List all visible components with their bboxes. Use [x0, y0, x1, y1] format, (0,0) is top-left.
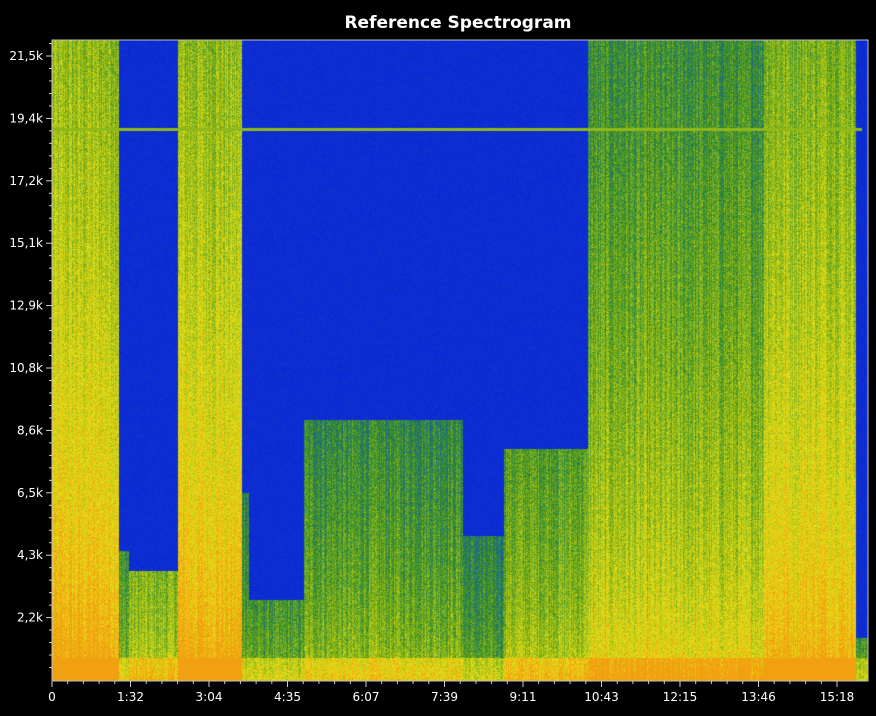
- x-tick-label: 6:07: [353, 690, 380, 704]
- y-tick-label: 2,2k: [17, 611, 43, 625]
- chart-title: Reference Spectrogram: [344, 13, 571, 33]
- x-tick-label: 1:32: [117, 690, 144, 704]
- x-tick-label: 10:43: [584, 690, 619, 704]
- y-tick-label: 21,5k: [9, 49, 43, 63]
- x-tick-label: 13:46: [741, 690, 776, 704]
- x-tick-label: 12:15: [663, 690, 698, 704]
- y-tick-label: 19,4k: [9, 111, 43, 125]
- y-tick-label: 8,6k: [17, 423, 43, 437]
- y-tick-label: 10,8k: [9, 361, 43, 375]
- y-tick-label: 4,3k: [17, 548, 43, 562]
- spectrogram-heatmap: [52, 40, 868, 681]
- y-tick-label: 15,1k: [9, 236, 43, 250]
- x-tick-label: 7:39: [431, 690, 458, 704]
- y-tick-label: 6,5k: [17, 486, 43, 500]
- y-tick-label: 12,9k: [9, 299, 43, 313]
- x-tick-label: 0: [48, 690, 56, 704]
- x-tick-label: 15:18: [820, 690, 855, 704]
- y-tick-label: 17,2k: [9, 174, 43, 188]
- axes: 0 1:32 3:04 4:35 6:07 7:39 9:11 10:43 12:15 13:46…: [9, 39, 869, 704]
- x-tick-label: 4:35: [274, 690, 301, 704]
- plot-area: [52, 40, 868, 681]
- x-tick-label: 9:11: [510, 690, 537, 704]
- x-tick-label: 3:04: [196, 690, 223, 704]
